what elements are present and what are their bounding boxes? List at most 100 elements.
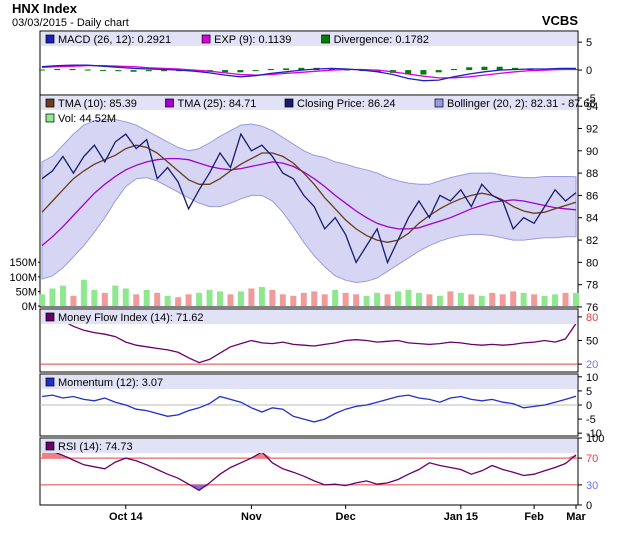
- macd-legend-bar: [41, 32, 577, 46]
- chart-title: HNX Index: [12, 1, 78, 16]
- rsi-tick-label: 70: [586, 453, 598, 465]
- volume-bar: [290, 295, 297, 306]
- price-legend-swatch: [434, 98, 444, 108]
- volume-bar: [541, 295, 548, 306]
- volume-bar: [237, 291, 244, 306]
- price-legend-swatch: [165, 98, 174, 108]
- volume-bar: [552, 294, 559, 306]
- macd-legend-label: EXP (9): 0.1139: [214, 34, 291, 46]
- volume-bar: [175, 297, 182, 306]
- divergence-bar: [435, 70, 442, 73]
- price-legend-swatch: [45, 98, 55, 108]
- volume-bar: [573, 293, 579, 306]
- rsi-legend-swatch: [45, 441, 55, 451]
- momentum-legend-label: Momentum (12): 3.07: [58, 377, 163, 389]
- volume-bar: [311, 291, 318, 306]
- divergence-bar: [283, 68, 290, 71]
- macd-legend-label: Divergence: 0.1782: [334, 34, 429, 46]
- momentum-line: [41, 394, 577, 423]
- date-tick-label: Oct 14: [109, 511, 144, 523]
- price-legend-label: TMA (25): 84.71: [178, 98, 257, 110]
- price-tick-label: 86: [586, 190, 598, 202]
- divergence-bar: [252, 70, 259, 72]
- macd-legend-swatch: [45, 34, 55, 44]
- money-flow-index-panel: Money Flow Index (14): 71.62 80 50 20: [39, 308, 598, 373]
- rsi-panel: RSI (14): 74.73 100 70 30 0: [39, 433, 604, 512]
- volume-bar: [447, 291, 454, 306]
- divergence-bar: [237, 70, 244, 73]
- volume-bar: [353, 294, 360, 306]
- rsi-line: [41, 448, 577, 492]
- price-legend-label: Closing Price: 86.24: [297, 98, 395, 110]
- macd-legend-swatch: [201, 34, 211, 44]
- volume-bar: [510, 291, 517, 306]
- volume-bar: [499, 294, 506, 306]
- volume-bar: [436, 295, 443, 306]
- volume-bar: [415, 292, 422, 306]
- volume-bar: [122, 288, 129, 306]
- volume-bar: [70, 295, 77, 306]
- price-tick-label: 88: [586, 168, 598, 180]
- momentum-legend-bar: [41, 375, 577, 389]
- volume-bar: [468, 294, 475, 306]
- macd-legend-swatch: [321, 34, 330, 44]
- divergence-bar: [145, 70, 152, 72]
- divergence-bar: [222, 70, 229, 73]
- price-legend-swatch: [45, 113, 55, 123]
- divergence-bar: [161, 70, 168, 72]
- divergence-bar: [405, 70, 412, 75]
- volume-bar: [248, 288, 255, 306]
- price-tick-label: 92: [586, 123, 598, 135]
- momentum-legend-swatch: [45, 377, 55, 387]
- volume-bar: [206, 289, 213, 306]
- volume-bar: [269, 289, 276, 306]
- divergence-bar: [481, 66, 488, 71]
- date-tick-label: Mar: [566, 511, 586, 523]
- divergence-bar: [84, 69, 91, 71]
- volume-bar: [143, 289, 150, 306]
- rsi-tick-label: 100: [586, 433, 604, 445]
- macd-line: [41, 64, 576, 82]
- rsi-legend-label: RSI (14): 74.73: [58, 441, 133, 453]
- money-flow-index-tick-label: 50: [586, 336, 598, 348]
- price-legend-label: TMA (10): 85.39: [58, 98, 137, 110]
- divergence-bar: [374, 70, 381, 72]
- volume-legend-label: Vol: 44.52M: [58, 113, 116, 125]
- macd-legend-label: MACD (26, 12): 0.2921: [58, 34, 171, 46]
- brand-label: VCBS: [542, 13, 578, 28]
- rsi-legend-bar: [41, 439, 577, 453]
- macd-tick-label: 5: [586, 37, 592, 49]
- volume-bar: [80, 279, 87, 306]
- divergence-bar: [450, 68, 457, 71]
- volume-bar: [342, 292, 349, 306]
- volume-bar: [196, 292, 203, 306]
- price-tick-label: 82: [586, 235, 598, 247]
- momentum-tick-label: -10: [586, 428, 602, 440]
- rsi-oversold-fill: [199, 484, 210, 491]
- volume-bar: [426, 294, 433, 306]
- money-flow-index-tick-label: 20: [586, 359, 598, 371]
- rsi-overbought-fill: [261, 452, 273, 459]
- volume-bar: [258, 287, 265, 306]
- money-flow-index-line: [41, 311, 577, 364]
- volume-bar: [49, 288, 56, 306]
- money-flow-index-legend-swatch: [45, 312, 55, 322]
- volume-bar: [101, 292, 108, 306]
- divergence-bar: [328, 68, 335, 71]
- volume-tick-label: 100M: [9, 272, 37, 284]
- volume-bar: [227, 294, 234, 306]
- price-tick-label: 78: [586, 280, 598, 292]
- money-flow-index-legend-bar: [41, 310, 577, 324]
- momentum-tick-label: 10: [586, 372, 598, 384]
- momentum-tick-label: -5: [586, 414, 596, 426]
- volume-bar: [478, 295, 485, 306]
- price-legend-swatch: [284, 98, 294, 108]
- tma10-line: [41, 144, 577, 243]
- divergence-bar: [420, 70, 427, 75]
- volume-bar: [217, 291, 223, 306]
- volume-bar: [332, 289, 339, 306]
- divergence-bar: [115, 70, 122, 72]
- date-tick-label: Nov: [241, 511, 263, 523]
- volume-bar: [185, 294, 192, 306]
